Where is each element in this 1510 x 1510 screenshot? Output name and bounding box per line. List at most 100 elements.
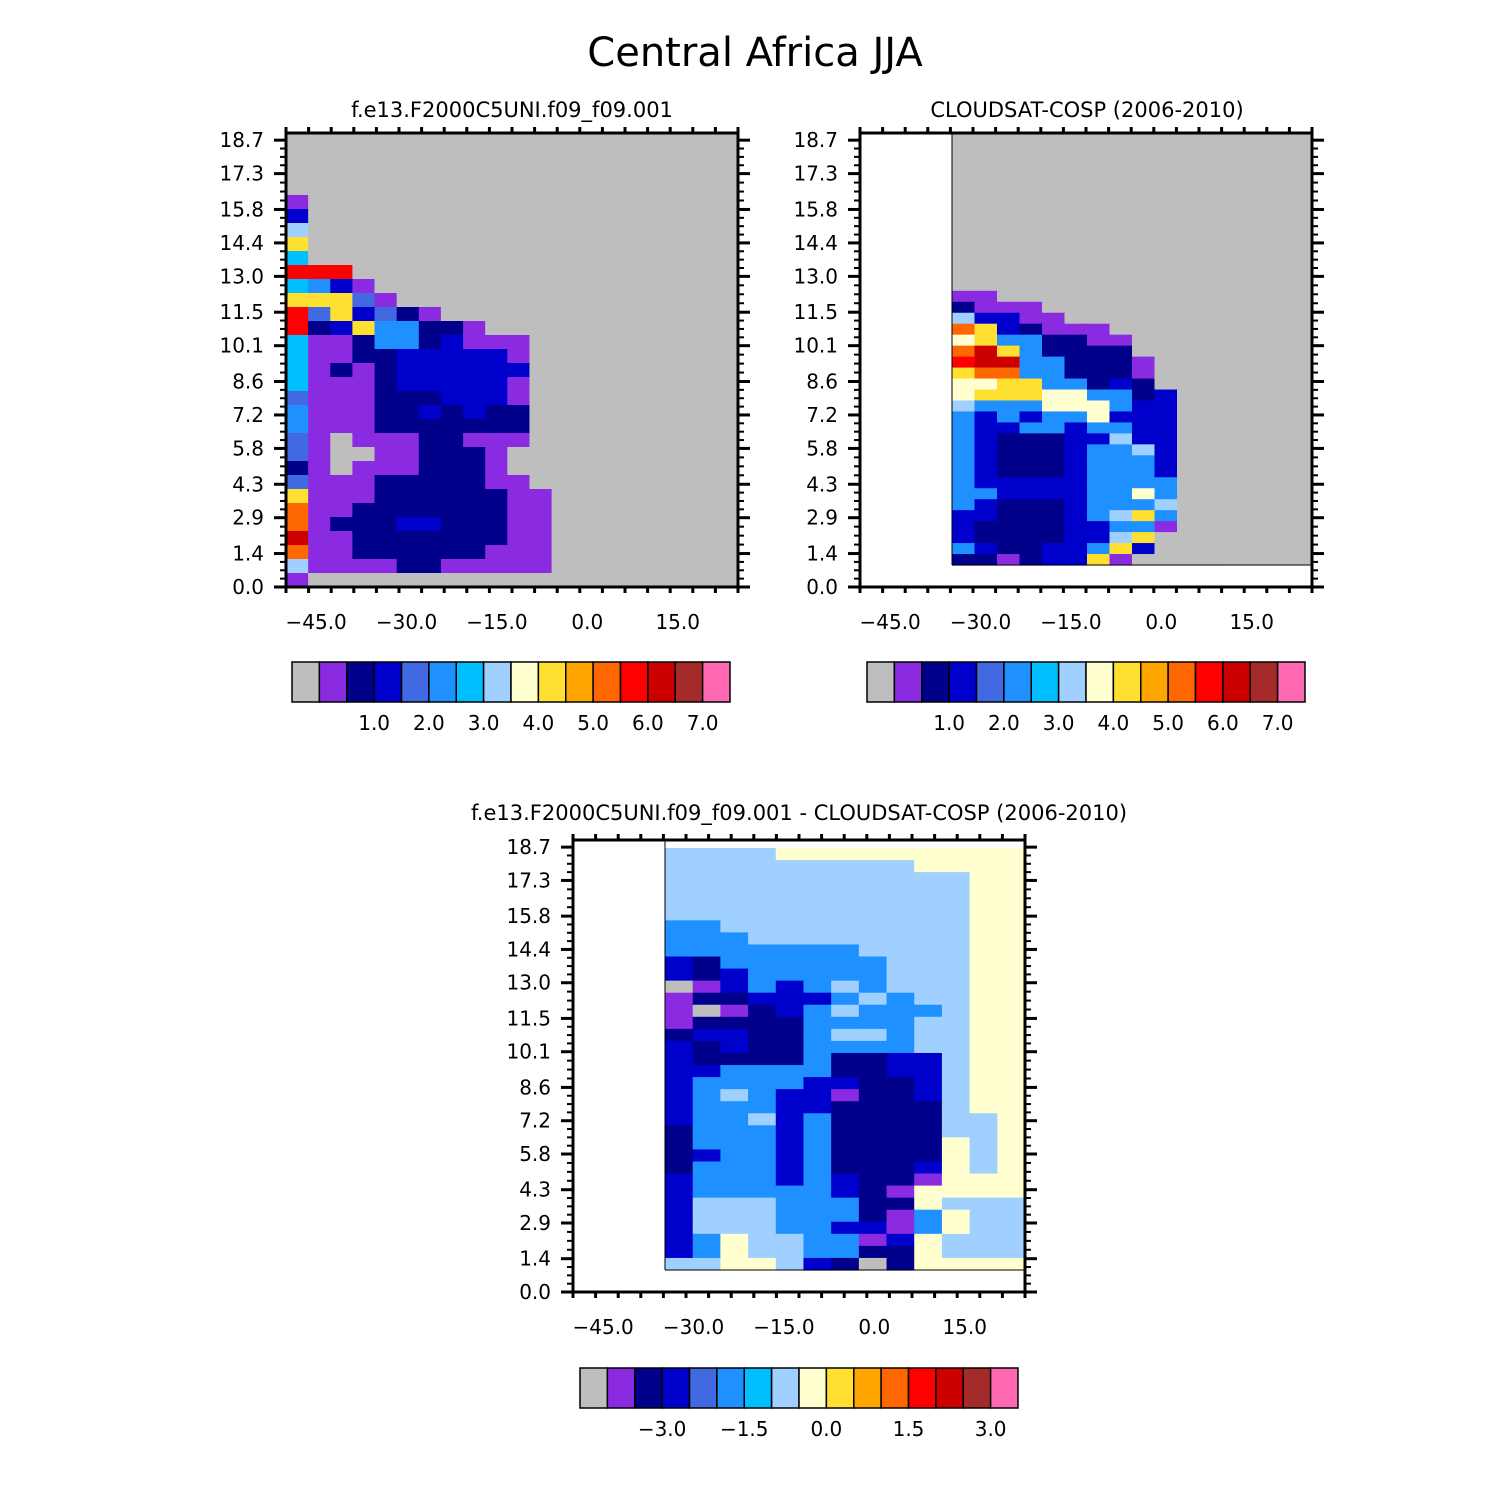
heatmap-cell: [1087, 378, 1111, 391]
heatmap-cell: [374, 209, 398, 224]
heatmap-cell: [803, 956, 832, 970]
heatmap-cell: [831, 1257, 860, 1271]
heatmap-cell: [529, 167, 553, 182]
heatmap-cell: [886, 860, 915, 873]
heatmap-cell: [1154, 334, 1178, 347]
heatmap-cell: [997, 411, 1021, 424]
heatmap-cell: [286, 363, 309, 378]
heatmap-cell: [1042, 246, 1066, 259]
heatmap-cell: [886, 908, 915, 921]
x-tick-label: 0.0: [1145, 610, 1177, 634]
heatmap-cell: [974, 257, 998, 270]
heatmap-cell: [969, 1040, 998, 1054]
heatmap-cell: [396, 531, 420, 546]
heatmap-cell: [997, 1077, 1026, 1090]
heatmap-cell: [665, 1161, 694, 1175]
heatmap-cell: [551, 461, 575, 476]
heatmap-cell: [1087, 268, 1111, 281]
heatmap-cell: [997, 477, 1021, 489]
heatmap-cell: [1177, 246, 1201, 259]
heatmap-cell: [969, 1185, 998, 1199]
heatmap-cell: [914, 1089, 943, 1102]
heatmap-cell: [941, 1028, 971, 1042]
heatmap-cell: [418, 377, 442, 392]
heatmap-cell: [997, 521, 1021, 533]
heatmap-cell: [352, 461, 376, 476]
heatmap-cell: [886, 1233, 915, 1247]
heatmap-cell: [551, 349, 575, 364]
heatmap-cell: [396, 573, 420, 588]
heatmap-cell: [1019, 345, 1043, 358]
heatmap-cell: [941, 1137, 971, 1151]
colorbar-box: [989, 1367, 1019, 1409]
heatmap-cell: [330, 475, 353, 490]
heatmap-cell: [1109, 422, 1133, 434]
heatmap-cell: [974, 225, 998, 237]
heatmap-cell: [440, 461, 464, 476]
heatmap-cell: [720, 992, 749, 1006]
heatmap-cell: [803, 1149, 832, 1163]
heatmap-cell: [507, 475, 531, 490]
heatmap-cell: [997, 345, 1021, 358]
heatmap-cell: [997, 860, 1026, 873]
heatmap-cell: [551, 545, 575, 560]
heatmap-cell: [352, 167, 376, 182]
heatmap-cell: [748, 1221, 777, 1235]
heatmap-cell: [396, 181, 420, 196]
heatmap-cell: [914, 1077, 943, 1090]
heatmap-cell: [463, 573, 486, 588]
heatmap-cell: [485, 335, 508, 350]
heatmap-cell: [803, 860, 832, 873]
heatmap-cell: [463, 307, 486, 322]
heatmap-cell: [914, 860, 943, 873]
heatmap-cell: [997, 1221, 1026, 1235]
colorbar-label: 5.0: [577, 711, 609, 735]
heatmap-cell: [1109, 257, 1133, 270]
heatmap-cell: [1042, 279, 1066, 292]
heatmap-cell: [665, 1257, 694, 1271]
heatmap-cell: [374, 349, 398, 364]
heatmap-cell: [803, 884, 832, 897]
heatmap-cell: [551, 265, 575, 280]
heatmap-cell: [941, 932, 971, 946]
heatmap-cell: [595, 377, 619, 392]
heatmap-cell: [665, 1173, 694, 1187]
heatmap-cell: [1199, 378, 1223, 391]
heatmap-cell: [941, 1089, 971, 1102]
colorbar-box: [1085, 661, 1115, 703]
heatmap-cell: [748, 1245, 777, 1259]
heatmap-cell: [1042, 400, 1066, 413]
heatmap-cell: [1132, 554, 1156, 566]
heatmap-cell: [286, 405, 309, 420]
heatmap-cell: [573, 447, 597, 462]
heatmap-cell: [914, 1233, 943, 1247]
heatmap-cell: [692, 992, 721, 1006]
heatmap-cell: [1132, 477, 1156, 489]
heatmap-cell: [886, 1125, 915, 1138]
heatmap-cell: [1132, 444, 1156, 456]
y-tick-label: 10.1: [793, 334, 838, 358]
heatmap-cell: [485, 307, 508, 322]
heatmap-cell: [1154, 411, 1178, 424]
panel-model: f.e13.F2000C5UNI.f09_f09.001 −45.0 −30.0−…: [219, 98, 750, 735]
heatmap-cell: [485, 503, 508, 518]
heatmap-cell: [969, 1221, 998, 1235]
heatmap-cell: [529, 223, 553, 238]
heatmap-cell: [374, 433, 398, 448]
heatmap-cell: [997, 1245, 1026, 1259]
heatmap-cell: [1019, 246, 1043, 259]
heatmap-cell: [1177, 235, 1201, 248]
heatmap-cell: [330, 573, 353, 588]
heatmap-cell: [485, 167, 508, 182]
heatmap-cell: [969, 932, 998, 946]
heatmap-cell: [886, 1173, 915, 1187]
heatmap-cell: [485, 279, 508, 294]
heatmap-cell: [886, 1149, 915, 1163]
heatmap-cell: [507, 195, 531, 210]
colorbar-box: [592, 661, 622, 703]
heatmap-cell: [665, 932, 694, 946]
heatmap-cell: [720, 920, 749, 933]
heatmap-cell: [748, 872, 777, 885]
heatmap-cell: [997, 422, 1021, 434]
heatmap-cell: [418, 391, 442, 406]
